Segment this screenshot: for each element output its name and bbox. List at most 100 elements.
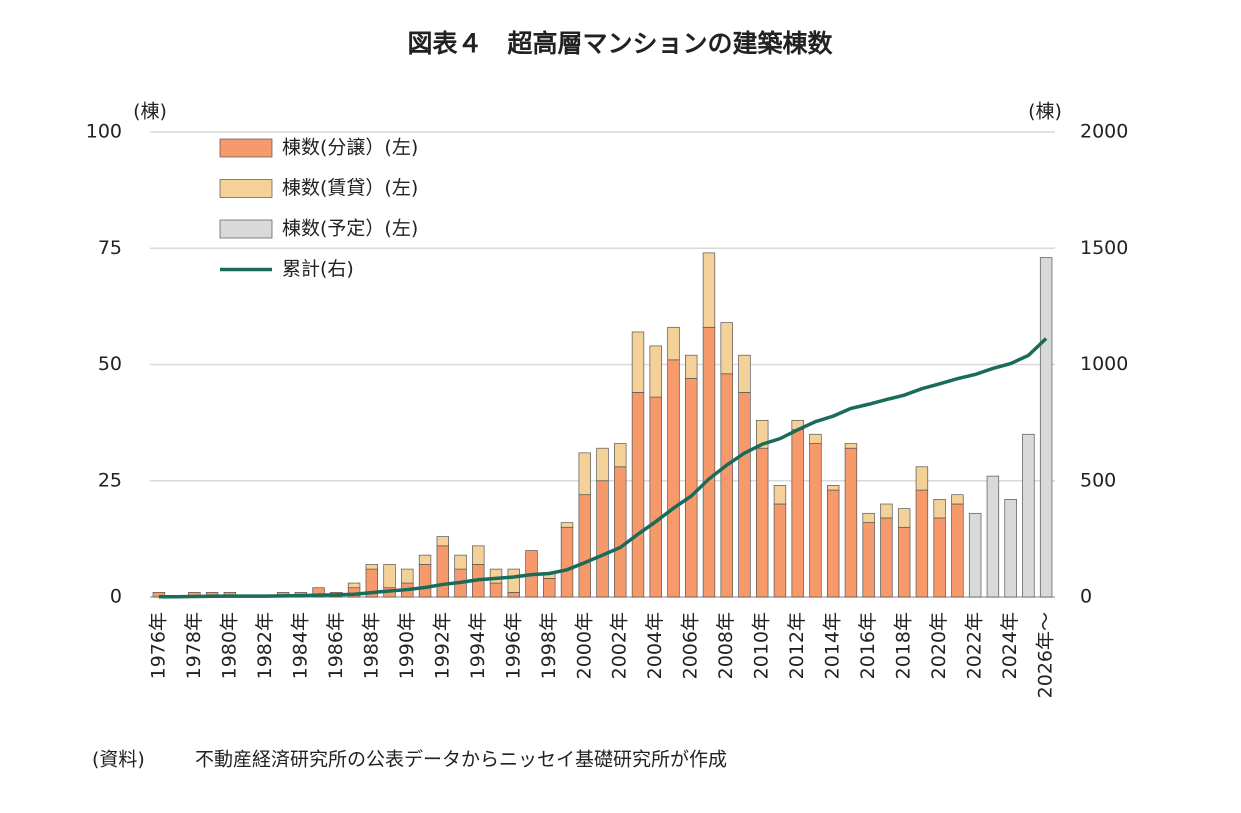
legend-swatch [219,179,273,198]
bar [986,475,1000,598]
bar [685,354,698,379]
x-tick-label: 1990年 [396,612,418,679]
bar [951,503,964,598]
x-tick-label: 1982年 [254,612,276,679]
legend-label: 棟数(予定）(左) [282,218,418,240]
x-tick-label: 1996年 [502,612,524,679]
legend-label: 棟数(分譲）(左) [282,137,418,159]
bar [578,452,591,496]
x-tick-label: 2026年～ [1035,612,1057,698]
y2-tick-label: 500 [1080,469,1116,491]
bar [401,568,414,584]
bar [685,378,698,598]
x-tick-label: 2000年 [573,612,595,679]
bar [543,578,556,598]
x-tick-label: 2024年 [999,612,1021,679]
bar [631,392,645,598]
y-tick-label: 50 [98,353,122,375]
bar [755,419,769,449]
bar [596,480,609,598]
bar [1039,257,1053,598]
bar [507,568,520,593]
bar [454,554,467,570]
x-tick-label: 1984年 [289,612,311,679]
bar [897,508,911,528]
x-tick-label: 2010年 [751,612,773,679]
bar [880,503,893,519]
chart-title: 図表４ 超高層マンションの建築棟数 [407,29,833,58]
bar [862,512,875,523]
x-tick-label: 2012年 [786,612,808,679]
x-tick-label: 2018年 [893,612,915,679]
legend-label: 棟数(賃貸）(左) [282,177,418,199]
x-tick-label: 2002年 [609,612,631,679]
bar [312,587,325,598]
bar [826,489,840,598]
bar [507,591,520,598]
x-tick-label: 2006年 [680,612,702,679]
legend-swatch [219,219,273,239]
source: 不動産経済研究所の公表データからニッセイ基礎研究所が作成 [195,749,727,771]
y2-tick-label: 1000 [1080,353,1128,375]
bar [436,545,449,598]
bar [702,326,716,598]
legend-swatch [219,138,273,158]
bar [667,359,680,598]
x-tick-label: 1976年 [147,612,169,679]
bar [383,564,396,589]
bar [649,345,662,398]
y-tick-label: 75 [98,237,122,259]
bar [897,526,911,598]
bar [968,512,982,598]
x-tick-label: 2022年 [964,612,986,679]
bar [614,443,627,468]
bar [489,582,503,598]
bar [809,443,822,598]
y-tick-label: 0 [110,586,122,608]
bar [649,396,662,598]
y2-tick-label: 1500 [1080,237,1128,259]
bar [720,322,733,375]
bar [1022,433,1035,598]
bar [862,522,875,598]
bar [915,489,929,598]
bar [791,429,804,598]
bar [933,517,946,598]
bar [720,373,733,598]
bar [880,517,893,598]
bar [418,564,432,598]
bar [844,443,858,449]
bar [418,554,432,565]
bar [365,564,379,570]
source-label: (資料) [92,749,145,771]
y2-tick-label: 2000 [1080,121,1128,143]
bar [489,568,503,584]
x-tick-label: 2016年 [857,612,879,679]
bar [738,354,751,393]
y-tick-label: 25 [98,469,122,491]
x-tick-label: 1978年 [183,612,205,679]
bar [560,526,574,598]
bar [560,522,574,528]
line [158,337,1048,599]
bar [951,494,964,505]
bar [773,503,787,598]
bar [436,536,449,547]
bar [347,582,361,589]
x-tick-label: 1998年 [538,612,560,679]
bar [472,545,485,565]
bar [596,447,609,482]
x-tick-label: 1980年 [218,612,240,679]
bar [578,494,591,598]
bar [631,331,645,393]
bar [915,466,929,491]
y-axis-label: (棟) [133,101,167,123]
bar [809,433,822,444]
y-tick-label: 100 [86,121,122,143]
x-tick-label: 2004年 [644,612,666,679]
x-tick-label: 1992年 [431,612,453,679]
x-tick-label: 1994年 [467,612,489,679]
bar [738,392,751,598]
legend-label: 累計(右) [282,258,354,280]
bar [826,485,840,491]
